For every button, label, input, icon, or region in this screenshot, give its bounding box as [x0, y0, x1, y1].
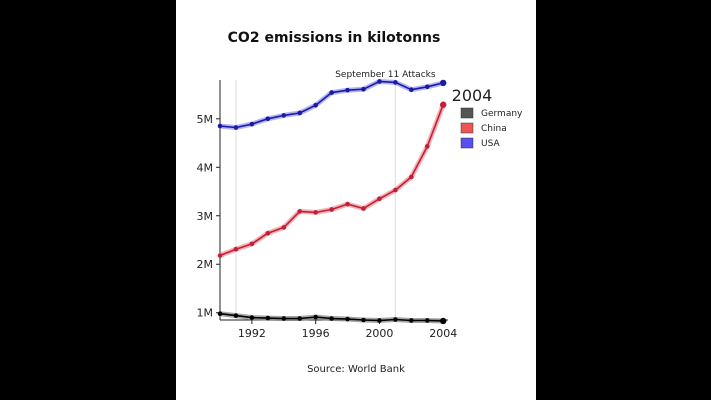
- data-point-usa: [377, 79, 382, 84]
- data-point-china: [265, 230, 271, 236]
- legend-label-china: China: [481, 124, 507, 134]
- data-point-germany: [329, 316, 334, 321]
- x-tick-label: 1996: [302, 327, 330, 340]
- data-point-usa: [249, 121, 255, 127]
- y-tick-label: 5M: [197, 113, 214, 126]
- data-point-germany: [297, 316, 303, 321]
- data-point-china: [377, 196, 382, 202]
- y-tick-label: 4M: [197, 161, 214, 174]
- data-point-china: [233, 246, 239, 252]
- data-point-germany: [217, 311, 223, 316]
- data-point-china: [409, 174, 414, 180]
- data-point-usa: [409, 87, 414, 92]
- x-tick-label: 2004: [429, 327, 457, 340]
- x-tick-label: 1992: [238, 327, 266, 340]
- end-marker-usa: [440, 79, 447, 87]
- data-point-china: [217, 253, 223, 258]
- data-point-china: [329, 207, 334, 212]
- data-point-china: [313, 210, 318, 215]
- x-tick-label: 2000: [365, 327, 393, 340]
- chart-frame: CO2 emissions in kilotonns Source: World…: [176, 0, 536, 400]
- annotation-label: September 11 Attacks: [335, 70, 436, 80]
- data-point-china: [424, 144, 430, 149]
- data-point-germany: [393, 317, 398, 322]
- legend-title: 2004: [452, 86, 493, 105]
- data-point-usa: [345, 87, 350, 93]
- series-band-china: [219, 103, 446, 258]
- end-marker-china: [440, 101, 447, 108]
- data-point-usa: [233, 125, 239, 130]
- data-point-usa: [281, 113, 287, 118]
- legend-swatch-usa: [460, 137, 474, 149]
- legend-label-usa: USA: [481, 139, 500, 149]
- data-point-usa: [297, 110, 303, 116]
- data-point-usa: [424, 84, 430, 90]
- end-marker-germany: [440, 317, 447, 325]
- data-point-germany: [409, 318, 414, 323]
- data-point-usa: [313, 102, 318, 108]
- data-point-usa: [361, 86, 366, 92]
- data-point-china: [281, 225, 287, 230]
- data-point-germany: [249, 315, 255, 320]
- data-point-germany: [345, 316, 350, 322]
- data-point-germany: [281, 316, 287, 321]
- legend-label-germany: Germany: [481, 109, 523, 119]
- data-point-germany: [313, 314, 318, 320]
- legend-swatch-china: [460, 122, 474, 134]
- data-point-germany: [361, 317, 366, 323]
- data-point-usa: [217, 123, 223, 129]
- data-point-germany: [233, 313, 239, 318]
- chart: CO2 emissions in kilotonns Source: World…: [197, 30, 524, 375]
- y-tick-label: 2M: [197, 258, 214, 271]
- data-point-china: [297, 209, 303, 214]
- chart-title: CO2 emissions in kilotonns: [228, 30, 441, 46]
- data-point-usa: [393, 80, 398, 85]
- y-tick-label: 1M: [197, 307, 214, 320]
- data-point-china: [249, 241, 255, 247]
- data-point-usa: [265, 116, 271, 122]
- data-point-germany: [265, 315, 271, 321]
- data-point-china: [361, 206, 366, 211]
- legend-swatch-germany: [460, 107, 474, 119]
- data-point-germany: [424, 318, 430, 323]
- chart-source: Source: World Bank: [307, 364, 405, 375]
- y-tick-label: 3M: [197, 210, 214, 223]
- data-point-china: [345, 201, 350, 207]
- legend: Germany China USA: [460, 107, 523, 149]
- data-point-germany: [377, 318, 382, 323]
- data-point-china: [393, 187, 398, 193]
- plot-area: September 11 Attacks 1M 2M 3M 4M 5M 1992 1996 20…: [197, 70, 458, 340]
- data-point-usa: [329, 90, 334, 95]
